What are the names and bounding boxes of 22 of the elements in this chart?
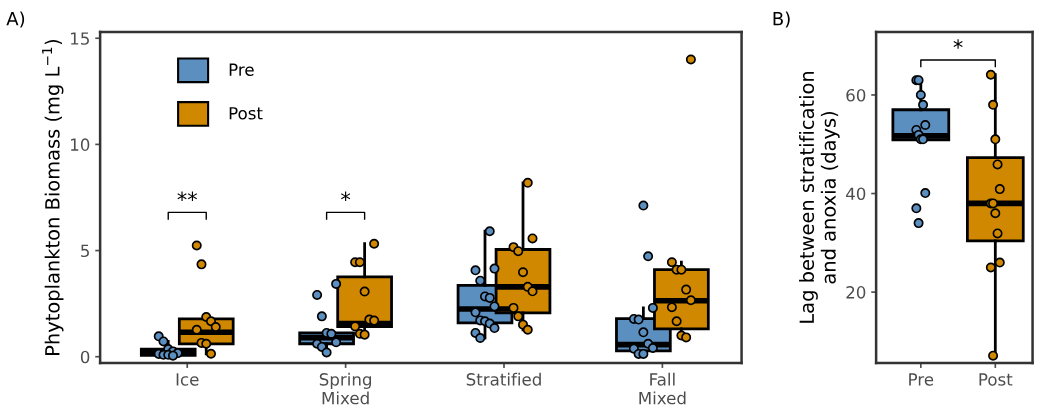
x-tick-label: Post: [979, 373, 1013, 386]
x-tick-label: Spring Mixed: [319, 372, 371, 405]
x-tick-label: Ice: [176, 373, 199, 386]
y-tick-label: 40: [846, 187, 866, 201]
annotation: *: [953, 39, 963, 49]
x-tick-label: Fall Mixed: [639, 372, 686, 405]
legend-label: Post: [229, 107, 263, 120]
y-axis-title: Phytoplankton Biomass (mg L$^{−1}$): [42, 39, 64, 355]
chart-title: B): [773, 11, 790, 28]
y-tick-label: 20: [846, 286, 866, 299]
x-tick-label: Stratified: [466, 372, 541, 386]
legend-label: Pre: [229, 63, 254, 76]
chart-title: A): [6, 11, 25, 28]
x-tick-label: Pre: [909, 373, 934, 386]
y-tick-label: 10: [71, 138, 90, 151]
annotation: **: [177, 191, 198, 202]
y-axis-title: Lag between stratification and anoxia (days): [799, 71, 840, 323]
annotation: *: [341, 191, 351, 202]
y-tick-label: 60: [846, 88, 866, 102]
y-tick-label: 15: [71, 32, 89, 45]
y-tick-label: 0: [80, 350, 90, 364]
y-tick-label: 5: [81, 244, 89, 258]
